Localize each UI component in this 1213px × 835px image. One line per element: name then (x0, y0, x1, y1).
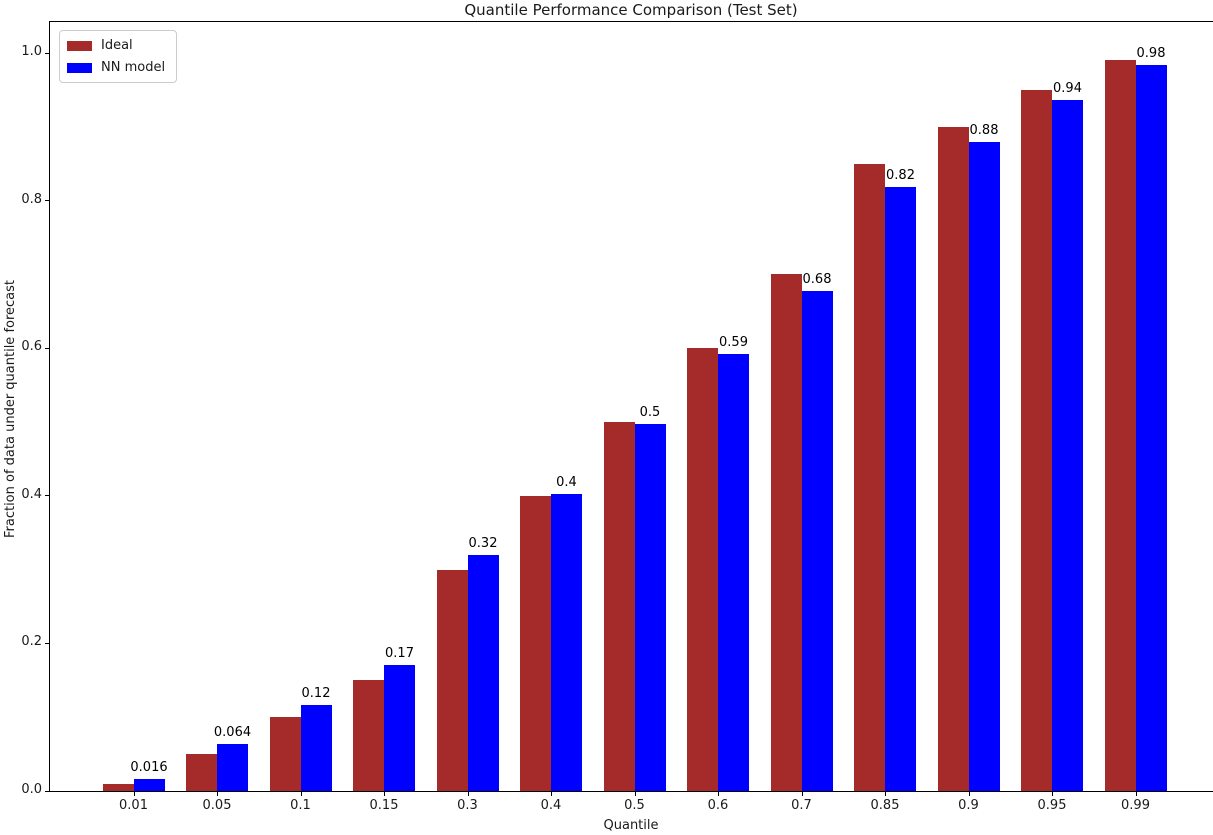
y-tick-label-0.4: 0.4 (21, 486, 42, 502)
bar-value-label-q0.05: 0.064 (213, 724, 252, 740)
x-tick-mark-0.15 (384, 792, 385, 796)
y-tick-mark-0.2 (45, 642, 49, 644)
x-tick-label-0.3: 0.3 (457, 798, 478, 813)
y-tick-mark-1.0 (45, 52, 49, 54)
bar-ideal-q0.15 (353, 680, 384, 791)
bar-nn-model-q0.7 (801, 291, 833, 791)
bar-value-label-q0.01: 0.016 (130, 760, 168, 776)
legend-swatch-ideal (67, 40, 92, 51)
x-tick-mark-0.7 (801, 792, 803, 796)
bar-ideal-q0.6 (687, 348, 718, 791)
x-tick-label-0.7: 0.7 (791, 798, 812, 813)
y-tick-label-1.0: 1.0 (21, 44, 42, 59)
x-tick-mark-0.1 (300, 792, 302, 796)
x-tick-mark-0.95 (1052, 792, 1053, 796)
legend-entry-nn-model: NN model (67, 60, 165, 75)
x-tick-label-0.15: 0.15 (369, 798, 399, 813)
x-tick-label-0.85: 0.85 (870, 798, 900, 813)
x-tick-mark-0.4 (551, 792, 552, 796)
bar-ideal-q0.99 (1104, 60, 1136, 791)
x-tick-label-0.4: 0.4 (540, 798, 562, 813)
bar-nn-model-q0.6 (718, 354, 749, 791)
x-tick-label-0.6: 0.6 (707, 798, 729, 813)
x-tick-mark-0.99 (1135, 792, 1137, 796)
x-tick-mark-0.3 (467, 792, 469, 796)
legend: Ideal NN model (59, 30, 178, 83)
bar-value-label-q0.6: 0.59 (719, 335, 748, 351)
bar-ideal-q0.05 (186, 754, 217, 791)
bar-value-label-q0.85: 0.82 (886, 168, 915, 184)
plot-area: Ideal NN model 0.016 0.01 0.064 0.05 0.12 0.1… (21, 21, 1213, 813)
bar-value-label-q0.1: 0.12 (301, 685, 331, 701)
bar-ideal-q0.85 (854, 163, 885, 791)
bar-nn-model-q0.05 (217, 743, 248, 791)
x-tick-label-0.05: 0.05 (202, 798, 232, 813)
y-tick-label-0.2: 0.2 (21, 634, 42, 650)
x-tick-mark-0.6 (718, 792, 719, 796)
bar-nn-model-q0.3 (467, 554, 499, 791)
chart-title: Quantile Performance Comparison (Test Se… (464, 1, 798, 19)
x-tick-label-0.95: 0.95 (1037, 798, 1067, 813)
bar-nn-model-q0.9 (968, 142, 1000, 791)
x-tick-label-0.1: 0.1 (290, 798, 311, 813)
bar-ideal-q0.7 (770, 274, 802, 791)
legend-label-ideal: Ideal (101, 38, 133, 53)
y-tick-mark-0.6 (45, 347, 49, 349)
bar-nn-model-q0.4 (551, 493, 582, 791)
bar-ideal-q0.01 (102, 783, 134, 791)
bar-nn-model-q0.99 (1135, 64, 1167, 791)
x-tick-mark-0.05 (217, 792, 218, 796)
bar-ideal-q0.9 (937, 126, 969, 791)
bar-value-label-q0.15: 0.17 (385, 645, 414, 661)
y-tick-label-0.8: 0.8 (21, 191, 42, 207)
bar-value-label-q0.7: 0.68 (802, 272, 832, 288)
y-tick-label-0.0: 0.0 (21, 782, 42, 797)
bar-value-label-q0.99: 0.98 (1136, 45, 1166, 61)
bar-nn-model-q0.85 (885, 187, 916, 791)
y-tick-mark-0.0 (45, 790, 49, 792)
bar-nn-model-q0.1 (300, 704, 332, 791)
y-tick-mark-0.8 (45, 200, 49, 202)
x-tick-mark-0.85 (885, 792, 886, 796)
y-tick-mark-0.4 (45, 495, 49, 497)
bar-value-label-q0.3: 0.32 (468, 535, 498, 551)
bar-ideal-q0.4 (520, 495, 551, 791)
x-axis-label: Quantile (603, 818, 659, 833)
legend-entry-ideal: Ideal (67, 38, 165, 53)
y-tick-label-0.6: 0.6 (21, 339, 42, 355)
x-tick-label-0.01: 0.01 (119, 798, 148, 813)
x-tick-mark-0.9 (968, 792, 970, 796)
bar-nn-model-q0.15 (384, 664, 415, 791)
bar-value-label-q0.9: 0.88 (969, 123, 999, 139)
bar-nn-model-q0.5 (634, 424, 666, 791)
bar-value-label-q0.4: 0.4 (556, 474, 577, 490)
legend-label-nn-model: NN model (101, 60, 166, 75)
legend-swatch-nn-model (67, 62, 92, 73)
x-tick-label-0.99: 0.99 (1121, 798, 1150, 813)
bar-value-label-q0.95: 0.94 (1053, 81, 1082, 97)
x-tick-mark-0.5 (634, 792, 636, 796)
bar-nn-model-q0.95 (1052, 100, 1083, 791)
bar-ideal-q0.1 (269, 717, 301, 791)
bar-nn-model-q0.01 (133, 779, 165, 791)
x-tick-mark-0.01 (133, 792, 135, 796)
bar-ideal-q0.3 (436, 569, 468, 791)
bar-ideal-q0.95 (1021, 89, 1052, 791)
bar-value-label-q0.5: 0.5 (639, 405, 661, 421)
bar-ideal-q0.5 (603, 422, 635, 791)
x-tick-label-0.9: 0.9 (958, 798, 979, 813)
x-tick-label-0.5: 0.5 (624, 798, 645, 813)
